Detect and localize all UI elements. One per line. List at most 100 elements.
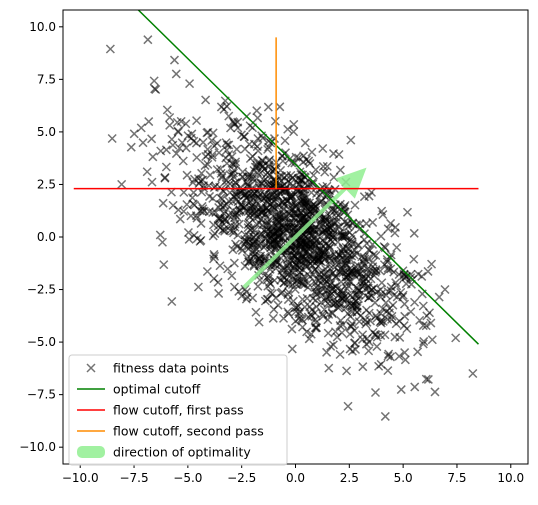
scatter-point (129, 129, 139, 139)
scatter-point (270, 260, 280, 270)
scatter-point (269, 304, 279, 314)
scatter-point (289, 264, 299, 274)
scatter-point (311, 323, 322, 333)
scatter-point (173, 126, 183, 136)
scatter-point (296, 189, 306, 199)
scatter-point (395, 332, 405, 342)
scatter-point (172, 117, 182, 127)
scatter-point (320, 214, 330, 224)
scatter-point (330, 327, 341, 337)
scatter-point (217, 171, 227, 181)
scatter-point (327, 307, 337, 318)
scatter-point (212, 165, 222, 175)
scatter-point (272, 190, 282, 200)
scatter-point (230, 178, 240, 188)
scatter-point (285, 178, 296, 188)
scatter-point (364, 337, 374, 347)
scatter-point (312, 188, 322, 199)
scatter-point (234, 207, 244, 217)
scatter-point (343, 222, 353, 232)
scatter-point (349, 338, 359, 348)
scatter-point (240, 284, 250, 294)
scatter-point (400, 355, 410, 365)
scatter-point (242, 292, 252, 302)
scatter-point (304, 334, 314, 344)
scatter-point (398, 292, 408, 302)
scatter-point (324, 363, 334, 373)
scatter-point (347, 230, 357, 240)
scatter-point (208, 207, 218, 218)
scatter-point (333, 291, 343, 301)
scatter-point (215, 213, 225, 223)
scatter-point (337, 230, 347, 240)
scatter-point (295, 260, 305, 270)
scatter-point (343, 281, 353, 291)
scatter-point (230, 159, 241, 169)
legend-label: flow cutoff, first pass (113, 403, 244, 418)
scatter-point (410, 382, 420, 392)
scatter-point (346, 321, 357, 332)
scatter-point (245, 153, 255, 164)
x-axis: −10.0 −7.5 −5.0 −2.5 0.0 2.5 5.0 7.5 10.0 (62, 464, 524, 485)
scatter-point (214, 288, 224, 298)
scatter-point (409, 228, 419, 238)
scatter-point (171, 69, 181, 79)
legend-label: direction of optimality (113, 445, 251, 460)
scatter-point (341, 272, 351, 282)
scatter-point (330, 262, 340, 272)
scatter-point (256, 178, 266, 189)
legend-box (68, 354, 288, 466)
scatter-point (264, 277, 275, 287)
y-tick-label: −10.0 (19, 440, 56, 454)
scatter-point (347, 251, 357, 261)
scatter-point (247, 171, 257, 182)
scatter-point (358, 330, 368, 340)
scatter-point (371, 251, 381, 261)
scatter-point (107, 133, 117, 143)
y-tick-label: 5.0 (37, 125, 56, 139)
scatter-point (213, 221, 223, 231)
scatter-point (222, 199, 232, 210)
legend-label: optimal cutoff (113, 382, 201, 397)
scatter-point (201, 95, 211, 105)
scatter-point (197, 187, 207, 197)
scatter-point (383, 351, 393, 361)
scatter-point (208, 128, 218, 138)
scatter-point (338, 320, 348, 330)
scatter-point (209, 249, 219, 259)
scatter-point (417, 271, 427, 281)
scatter-point (289, 213, 299, 223)
scatter-point (318, 311, 328, 321)
scatter-point (349, 300, 359, 310)
scatter-point (386, 250, 396, 260)
x-tick-label: 2.5 (340, 471, 359, 485)
scatter-point (162, 105, 172, 115)
scatter-point (222, 158, 232, 168)
scatter-point (367, 291, 377, 301)
scatter-point (251, 307, 261, 317)
x-tick-label: −10.0 (62, 471, 99, 485)
legend-label: flow cutoff, second pass (113, 424, 264, 439)
scatter-point (266, 222, 276, 232)
scatter-point (220, 224, 230, 234)
scatter-point (340, 207, 350, 217)
scatter-point (209, 182, 219, 193)
scatter-point (328, 149, 339, 159)
scatter-point (427, 335, 437, 345)
scatter-point (308, 170, 319, 180)
scatter-point (249, 210, 259, 220)
scatter-point (193, 282, 203, 292)
scatter-point (347, 319, 357, 329)
scatter-point (370, 329, 380, 339)
scatter-point (269, 275, 280, 285)
scatter-point (385, 352, 396, 362)
scatter-point (337, 265, 347, 275)
scatter-point (326, 341, 336, 351)
scatter-point (236, 130, 247, 140)
scatter-point (261, 170, 271, 180)
scatter-point (144, 117, 154, 127)
scatter-point (318, 309, 328, 319)
scatter-point (394, 316, 404, 326)
scatter-point (287, 344, 297, 354)
scatter-point (243, 223, 253, 233)
